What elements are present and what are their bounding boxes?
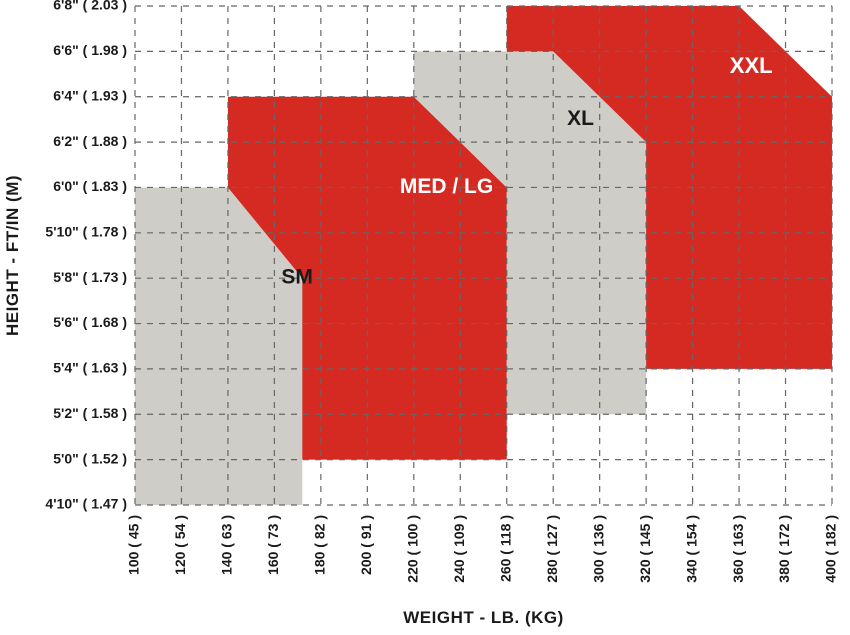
y-tick-label: 4'10" ( 1.47 ) [45, 496, 127, 512]
x-tick-label: 120 ( 54 ) [172, 515, 188, 575]
x-tick-label: 340 ( 154 ) [683, 515, 699, 583]
y-tick-label: 6'8" ( 2.03 ) [53, 0, 127, 13]
x-tick-label: 140 ( 63 ) [219, 515, 235, 575]
x-tick-label: 260 ( 118 ) [497, 515, 513, 582]
x-tick-label: 400 ( 182 ) [823, 515, 839, 583]
x-tick-label: 180 ( 82 ) [312, 515, 328, 575]
x-tick-label: 240 ( 109 ) [451, 515, 467, 583]
x-tick-label: 300 ( 136 ) [590, 515, 606, 583]
y-tick-label: 5'8" ( 1.73 ) [53, 269, 127, 285]
y-tick-label: 5'4" ( 1.63 ) [53, 360, 127, 376]
x-tick-label: 360 ( 163 ) [730, 515, 746, 583]
x-tick-label: 280 ( 127 ) [544, 515, 560, 583]
region-label-XL: XL [567, 107, 594, 130]
y-tick-label: 5'6" ( 1.68 ) [53, 314, 127, 330]
size-chart: SM MED / LG XL XXL 4'10" ( 1.47 ) 5'0" ( 1.52… [0, 0, 850, 635]
region-label-MED_LG: MED / LG [400, 175, 493, 198]
x-tick-label: 380 ( 172 ) [776, 515, 792, 583]
y-tick-label: 5'10" ( 1.78 ) [45, 224, 127, 240]
x-tick-label: 200 ( 91 ) [358, 515, 374, 575]
region-label-SM: SM [281, 266, 313, 289]
region-label-XXL: XXL [730, 53, 773, 78]
y-tick-label: 5'0" ( 1.52 ) [53, 450, 127, 466]
x-tick-label: 160 ( 73 ) [265, 515, 281, 575]
y-tick-label: 5'2" ( 1.58 ) [53, 405, 127, 421]
y-tick-label: 6'4" ( 1.93 ) [53, 87, 127, 103]
x-tick-label: 320 ( 145 ) [637, 515, 653, 583]
x-tick-label: 220 ( 100 ) [405, 515, 421, 583]
y-axis-label: HEIGHT - FT/IN (M) [3, 175, 22, 336]
y-tick-label: 6'6" ( 1.98 ) [53, 42, 127, 58]
x-tick-label: 100 ( 45 ) [126, 515, 142, 575]
y-tick-label: 6'2" ( 1.88 ) [53, 133, 127, 149]
x-axis-label: WEIGHT - LB. (KG) [403, 608, 564, 627]
y-tick-label: 6'0" ( 1.83 ) [53, 178, 127, 194]
